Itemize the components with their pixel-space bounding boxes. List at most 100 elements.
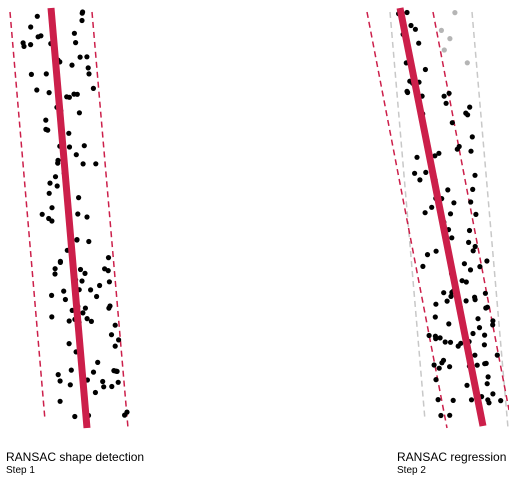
inlier-point bbox=[84, 54, 90, 60]
inlier-point bbox=[464, 382, 470, 388]
inlier-point bbox=[458, 340, 464, 346]
panel-1-subtitle: Step 1 bbox=[6, 465, 35, 476]
inlier-point bbox=[57, 378, 63, 384]
inlier-point bbox=[494, 352, 500, 358]
outlier-point bbox=[438, 27, 444, 33]
inlier-point bbox=[52, 271, 58, 277]
panel-1-title: RANSAC shape detection bbox=[6, 450, 145, 464]
inlier-point bbox=[414, 154, 420, 160]
inlier-point bbox=[422, 210, 428, 216]
threshold-line-right bbox=[432, 11, 509, 411]
inlier-point bbox=[34, 13, 40, 19]
inlier-point bbox=[57, 398, 63, 404]
inlier-point bbox=[447, 412, 453, 418]
inlier-point bbox=[463, 279, 469, 285]
inlier-point bbox=[424, 252, 431, 258]
inlier-point bbox=[473, 211, 479, 217]
inlier-point bbox=[47, 180, 53, 186]
inlier-point bbox=[102, 266, 108, 272]
inlier-point bbox=[73, 152, 79, 158]
inlier-point bbox=[80, 310, 86, 316]
inlier-point bbox=[57, 259, 64, 265]
inlier-point bbox=[485, 397, 491, 403]
inlier-point bbox=[90, 369, 97, 375]
inlier-point bbox=[476, 325, 483, 331]
inlier-point bbox=[470, 330, 476, 337]
inlier-point bbox=[429, 204, 435, 210]
inlier-point bbox=[45, 127, 51, 133]
inlier-point bbox=[97, 282, 103, 289]
inlier-point bbox=[79, 10, 85, 16]
inlier-point bbox=[111, 368, 117, 374]
inlier-point bbox=[71, 30, 77, 36]
inlier-point bbox=[481, 342, 487, 348]
inlier-point bbox=[28, 42, 34, 48]
fit-line bbox=[396, 7, 487, 427]
inlier-point bbox=[66, 341, 72, 347]
inlier-point bbox=[112, 322, 118, 328]
inlier-point bbox=[472, 172, 478, 178]
inlier-point bbox=[85, 65, 91, 71]
inlier-point bbox=[474, 362, 480, 368]
inlier-point bbox=[441, 290, 447, 296]
inlier-point bbox=[52, 174, 59, 180]
inlier-point bbox=[43, 117, 49, 123]
inlier-point bbox=[95, 359, 101, 365]
inlier-point bbox=[466, 239, 472, 245]
inlier-point bbox=[436, 365, 442, 371]
inlier-point bbox=[426, 332, 432, 339]
inlier-point bbox=[79, 17, 85, 24]
inlier-point bbox=[446, 90, 452, 96]
inlier-point bbox=[468, 397, 475, 403]
inlier-point bbox=[52, 266, 58, 272]
data-points-step-2 bbox=[396, 9, 504, 419]
inlier-point bbox=[77, 266, 84, 273]
inlier-point bbox=[76, 195, 82, 201]
inlier-point bbox=[485, 374, 491, 380]
inlier-point bbox=[404, 88, 410, 94]
inlier-point bbox=[80, 161, 86, 167]
inlier-point bbox=[482, 290, 488, 296]
inlier-point bbox=[94, 293, 100, 300]
inlier-point bbox=[416, 40, 422, 46]
inlier-point bbox=[417, 177, 423, 183]
inlier-point bbox=[490, 322, 496, 328]
inlier-point bbox=[484, 258, 490, 264]
inlier-point bbox=[46, 90, 52, 96]
inlier-point bbox=[73, 40, 79, 46]
inlier-point bbox=[448, 293, 454, 299]
inlier-point bbox=[423, 169, 429, 175]
inlier-point bbox=[39, 211, 45, 217]
fit-line bbox=[47, 7, 91, 429]
inlier-point bbox=[49, 292, 55, 298]
inlier-point bbox=[92, 389, 98, 396]
prior-threshold-line-left bbox=[389, 11, 426, 421]
inlier-point bbox=[75, 211, 81, 217]
inlier-point bbox=[412, 26, 418, 32]
threshold-line-left bbox=[9, 11, 46, 421]
inlier-point bbox=[431, 362, 437, 368]
inlier-point bbox=[43, 71, 49, 77]
inlier-point bbox=[412, 170, 418, 176]
inlier-point bbox=[420, 263, 426, 269]
inlier-point bbox=[93, 161, 99, 167]
inlier-point bbox=[74, 237, 80, 243]
outlier-point bbox=[441, 47, 447, 53]
inlier-point bbox=[477, 264, 483, 270]
inlier-point bbox=[107, 303, 113, 309]
inlier-point bbox=[450, 397, 456, 403]
inlier-point bbox=[86, 71, 92, 77]
inlier-point bbox=[66, 144, 73, 150]
inlier-point bbox=[28, 24, 34, 30]
inlier-point bbox=[124, 409, 130, 415]
panel-step-2 bbox=[366, 7, 509, 429]
inlier-point bbox=[106, 279, 112, 285]
inlier-point bbox=[55, 157, 61, 163]
inlier-point bbox=[472, 352, 478, 358]
inlier-point bbox=[49, 314, 55, 320]
inlier-point bbox=[116, 337, 122, 343]
inlier-point bbox=[101, 384, 107, 390]
inlier-point bbox=[437, 335, 443, 341]
inlier-point bbox=[484, 381, 490, 387]
inlier-point bbox=[408, 22, 414, 29]
